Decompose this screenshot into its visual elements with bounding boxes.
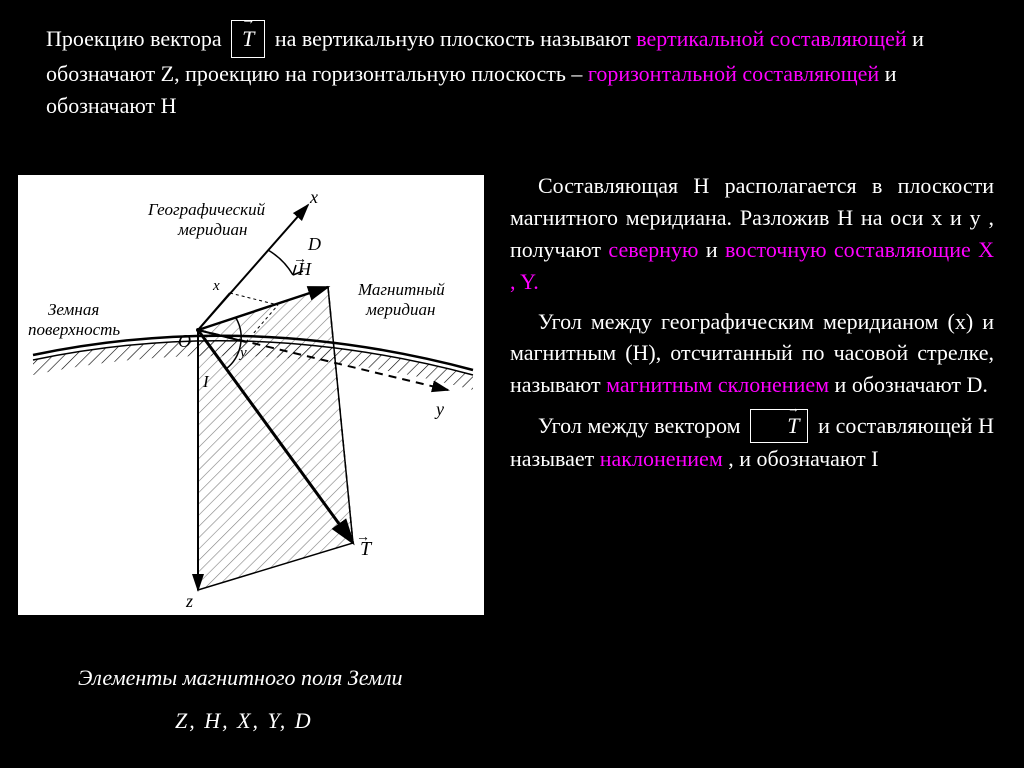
svg-text:→: → bbox=[293, 252, 307, 267]
hl-north: северную bbox=[608, 237, 698, 262]
diagram-svg: O x H → y z T → x y D bbox=[18, 175, 484, 615]
svg-text:→: → bbox=[356, 530, 370, 545]
txt: на вертикальную плоскость называют bbox=[275, 26, 631, 51]
lbl-d: D bbox=[307, 234, 321, 254]
txt-h: H bbox=[161, 93, 177, 118]
diagram-caption: Элементы магнитного поля Земли bbox=[78, 665, 403, 691]
hl-vertical: вертикальной составляющей bbox=[636, 26, 906, 51]
lbl-z: z bbox=[185, 591, 193, 611]
lbl-x: x bbox=[309, 187, 318, 207]
txt-i: I bbox=[871, 446, 878, 471]
elements-list: Z, H, X, Y, D bbox=[175, 708, 313, 734]
hl-inclination: наклонением bbox=[600, 446, 723, 471]
para-2: Угол между географическим меридианом (x)… bbox=[510, 306, 994, 402]
hl-horizontal: горизонтальной составляющей bbox=[588, 61, 879, 86]
lbl-mag: Магнитный меридиан bbox=[357, 280, 449, 319]
right-column: Составляющая H располагается в плоскости… bbox=[510, 170, 994, 483]
lbl-small-x: x bbox=[212, 278, 220, 294]
hl-declination: магнитным склонением bbox=[606, 372, 829, 397]
txt: проекцию на горизонтальную плоскость – bbox=[185, 61, 582, 86]
lbl-earth: Земная поверхность bbox=[28, 300, 120, 339]
vector-t-box: T bbox=[231, 20, 265, 58]
lbl-geo: Географический меридиан bbox=[147, 200, 269, 239]
para-3: Угол между вектором T и составляющей H н… bbox=[510, 409, 994, 475]
txt-d: D. bbox=[966, 372, 987, 397]
top-paragraph: Проекцию вектора T на вертикальную плоск… bbox=[46, 20, 994, 122]
txt-z: Z, bbox=[161, 61, 180, 86]
vector-t-inline: T bbox=[750, 409, 808, 443]
geomagnetic-diagram: O x H → y z T → x y D bbox=[18, 175, 484, 615]
para-1: Составляющая H располагается в плоскости… bbox=[510, 170, 994, 298]
lbl-y: y bbox=[434, 399, 444, 419]
txt: Проекцию вектора bbox=[46, 26, 222, 51]
lbl-o: O bbox=[178, 331, 191, 351]
